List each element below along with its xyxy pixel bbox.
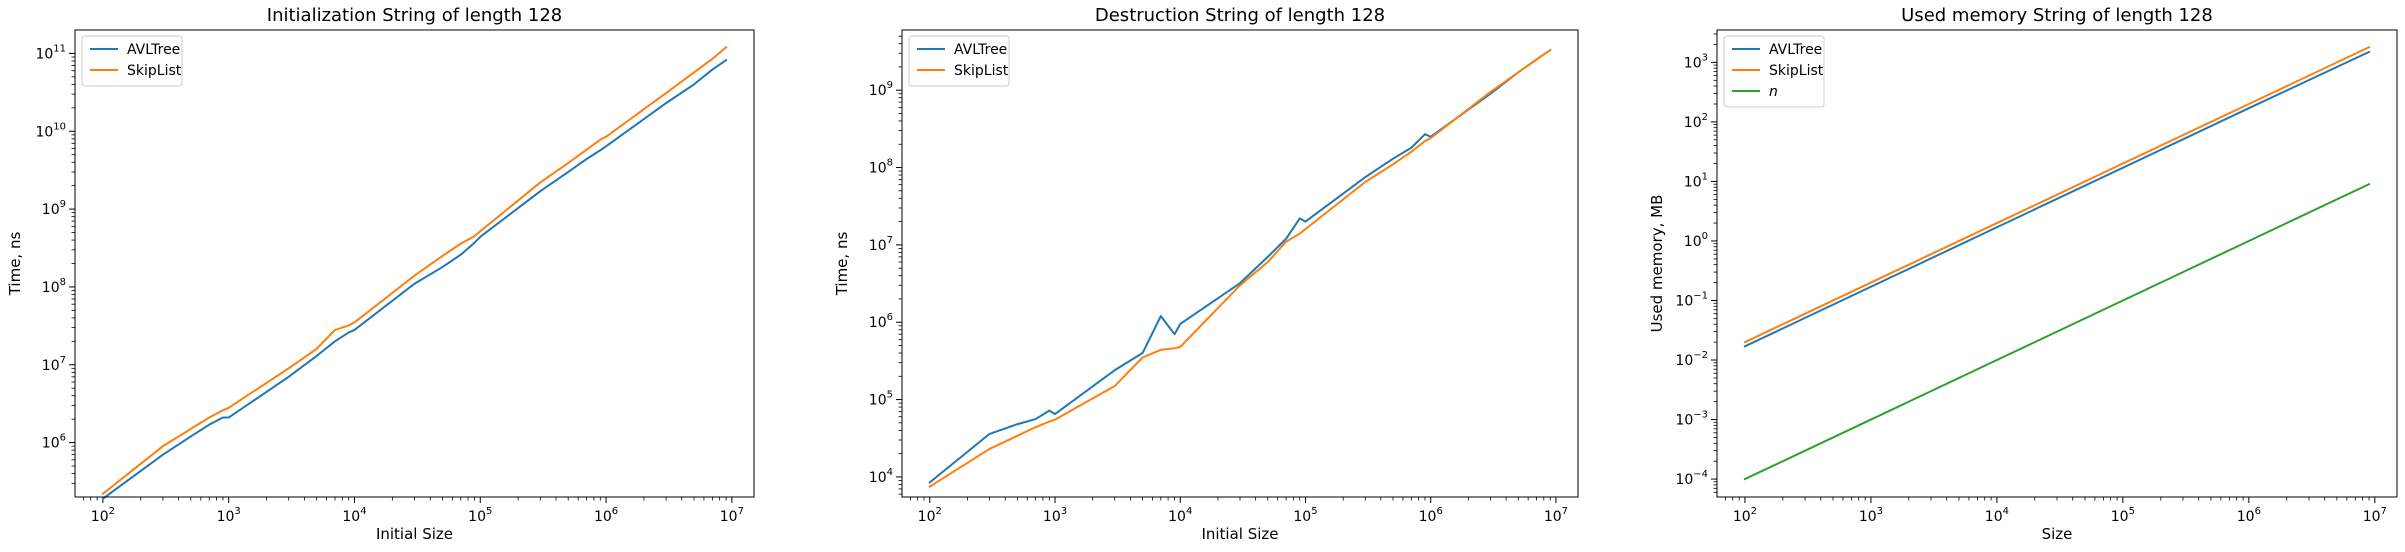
y-tick-label: 106 xyxy=(42,433,66,452)
x-tick-label: 104 xyxy=(1985,506,2009,525)
y-tick-label: 108 xyxy=(869,158,893,177)
y-axis-label: Time, ns xyxy=(6,232,24,297)
x-tick-label: 107 xyxy=(2363,506,2387,525)
y-axis-label: Time, ns xyxy=(833,232,851,297)
legend-entry-label: AVLTree xyxy=(954,42,1007,58)
legend-entry-label: AVLTree xyxy=(127,42,180,58)
x-tick-label: 102 xyxy=(91,506,115,525)
chart-title: Initialization String of length 128 xyxy=(267,5,562,26)
y-tick-label: 105 xyxy=(869,390,893,409)
y-tick-label: 10−3 xyxy=(1675,410,1708,429)
y-tick-label: 104 xyxy=(869,467,893,486)
y-tick-label: 100 xyxy=(1684,231,1708,250)
series-line-0 xyxy=(101,58,728,501)
x-tick-label: 103 xyxy=(1859,506,1883,525)
legend-entry-label: AVLTree xyxy=(1769,42,1822,58)
x-axis-label: Initial Size xyxy=(1201,525,1278,543)
y-axis-label: Used memory, MB xyxy=(1648,195,1666,333)
series-line-0 xyxy=(928,48,1552,484)
x-tick-label: 102 xyxy=(1733,506,1757,525)
x-tick-label: 105 xyxy=(2111,506,2135,525)
chart-panel-0: Initialization String of length 128 102 10… xyxy=(6,5,755,543)
chart-panel-1: Destruction String of length 128 102 103 10… xyxy=(833,5,1579,543)
x-tick-label: 103 xyxy=(1043,506,1067,525)
y-tick-label: 108 xyxy=(42,277,66,296)
y-tick-label: 102 xyxy=(1684,112,1708,131)
x-tick-label: 104 xyxy=(342,506,366,525)
x-tick-label: 103 xyxy=(217,506,241,525)
legend-entry-label: n xyxy=(1769,84,1778,100)
chart-title: Destruction String of length 128 xyxy=(1095,5,1385,26)
y-tick-label: 101 xyxy=(1684,171,1708,190)
y-tick-label: 106 xyxy=(869,312,893,331)
x-tick-label: 107 xyxy=(1544,506,1568,525)
y-tick-label: 10−1 xyxy=(1675,290,1708,309)
y-tick-label: 103 xyxy=(1684,52,1708,71)
series-line-2 xyxy=(1743,182,2371,481)
y-tick-label: 109 xyxy=(869,80,893,99)
y-tick-label: 10−4 xyxy=(1675,469,1708,488)
x-tick-label: 106 xyxy=(2237,506,2261,525)
series-line-1 xyxy=(101,45,728,496)
series-line-1 xyxy=(1743,45,2371,344)
plot-area-frame xyxy=(1716,29,2398,498)
x-axis-label: Size xyxy=(2042,525,2073,543)
chart-panel-2: Used memory String of length 128 102 103 10… xyxy=(1648,5,2398,543)
y-tick-label: 1011 xyxy=(35,43,66,62)
legend-entry-label: SkipList xyxy=(954,63,1009,79)
x-tick-label: 105 xyxy=(1293,506,1317,525)
y-tick-label: 107 xyxy=(869,235,893,254)
y-tick-label: 1010 xyxy=(35,121,66,140)
x-axis-label: Initial Size xyxy=(376,525,453,543)
y-tick-label: 109 xyxy=(42,199,66,218)
x-tick-label: 106 xyxy=(1419,506,1443,525)
x-tick-label: 106 xyxy=(594,506,618,525)
series-line-0 xyxy=(1743,50,2371,348)
x-tick-label: 104 xyxy=(1168,506,1192,525)
x-tick-label: 107 xyxy=(720,506,744,525)
legend-box xyxy=(1723,35,1825,108)
series-line-1 xyxy=(928,48,1552,488)
chart-title: Used memory String of length 128 xyxy=(1901,5,2213,26)
x-tick-label: 102 xyxy=(918,506,942,525)
y-tick-label: 10−2 xyxy=(1675,350,1708,369)
legend-entry-label: SkipList xyxy=(127,63,182,79)
y-tick-label: 107 xyxy=(42,355,66,374)
x-tick-label: 105 xyxy=(468,506,492,525)
legend-entry-label: SkipList xyxy=(1769,63,1824,79)
plot-area-frame xyxy=(901,29,1579,498)
plot-area-frame xyxy=(74,29,755,498)
